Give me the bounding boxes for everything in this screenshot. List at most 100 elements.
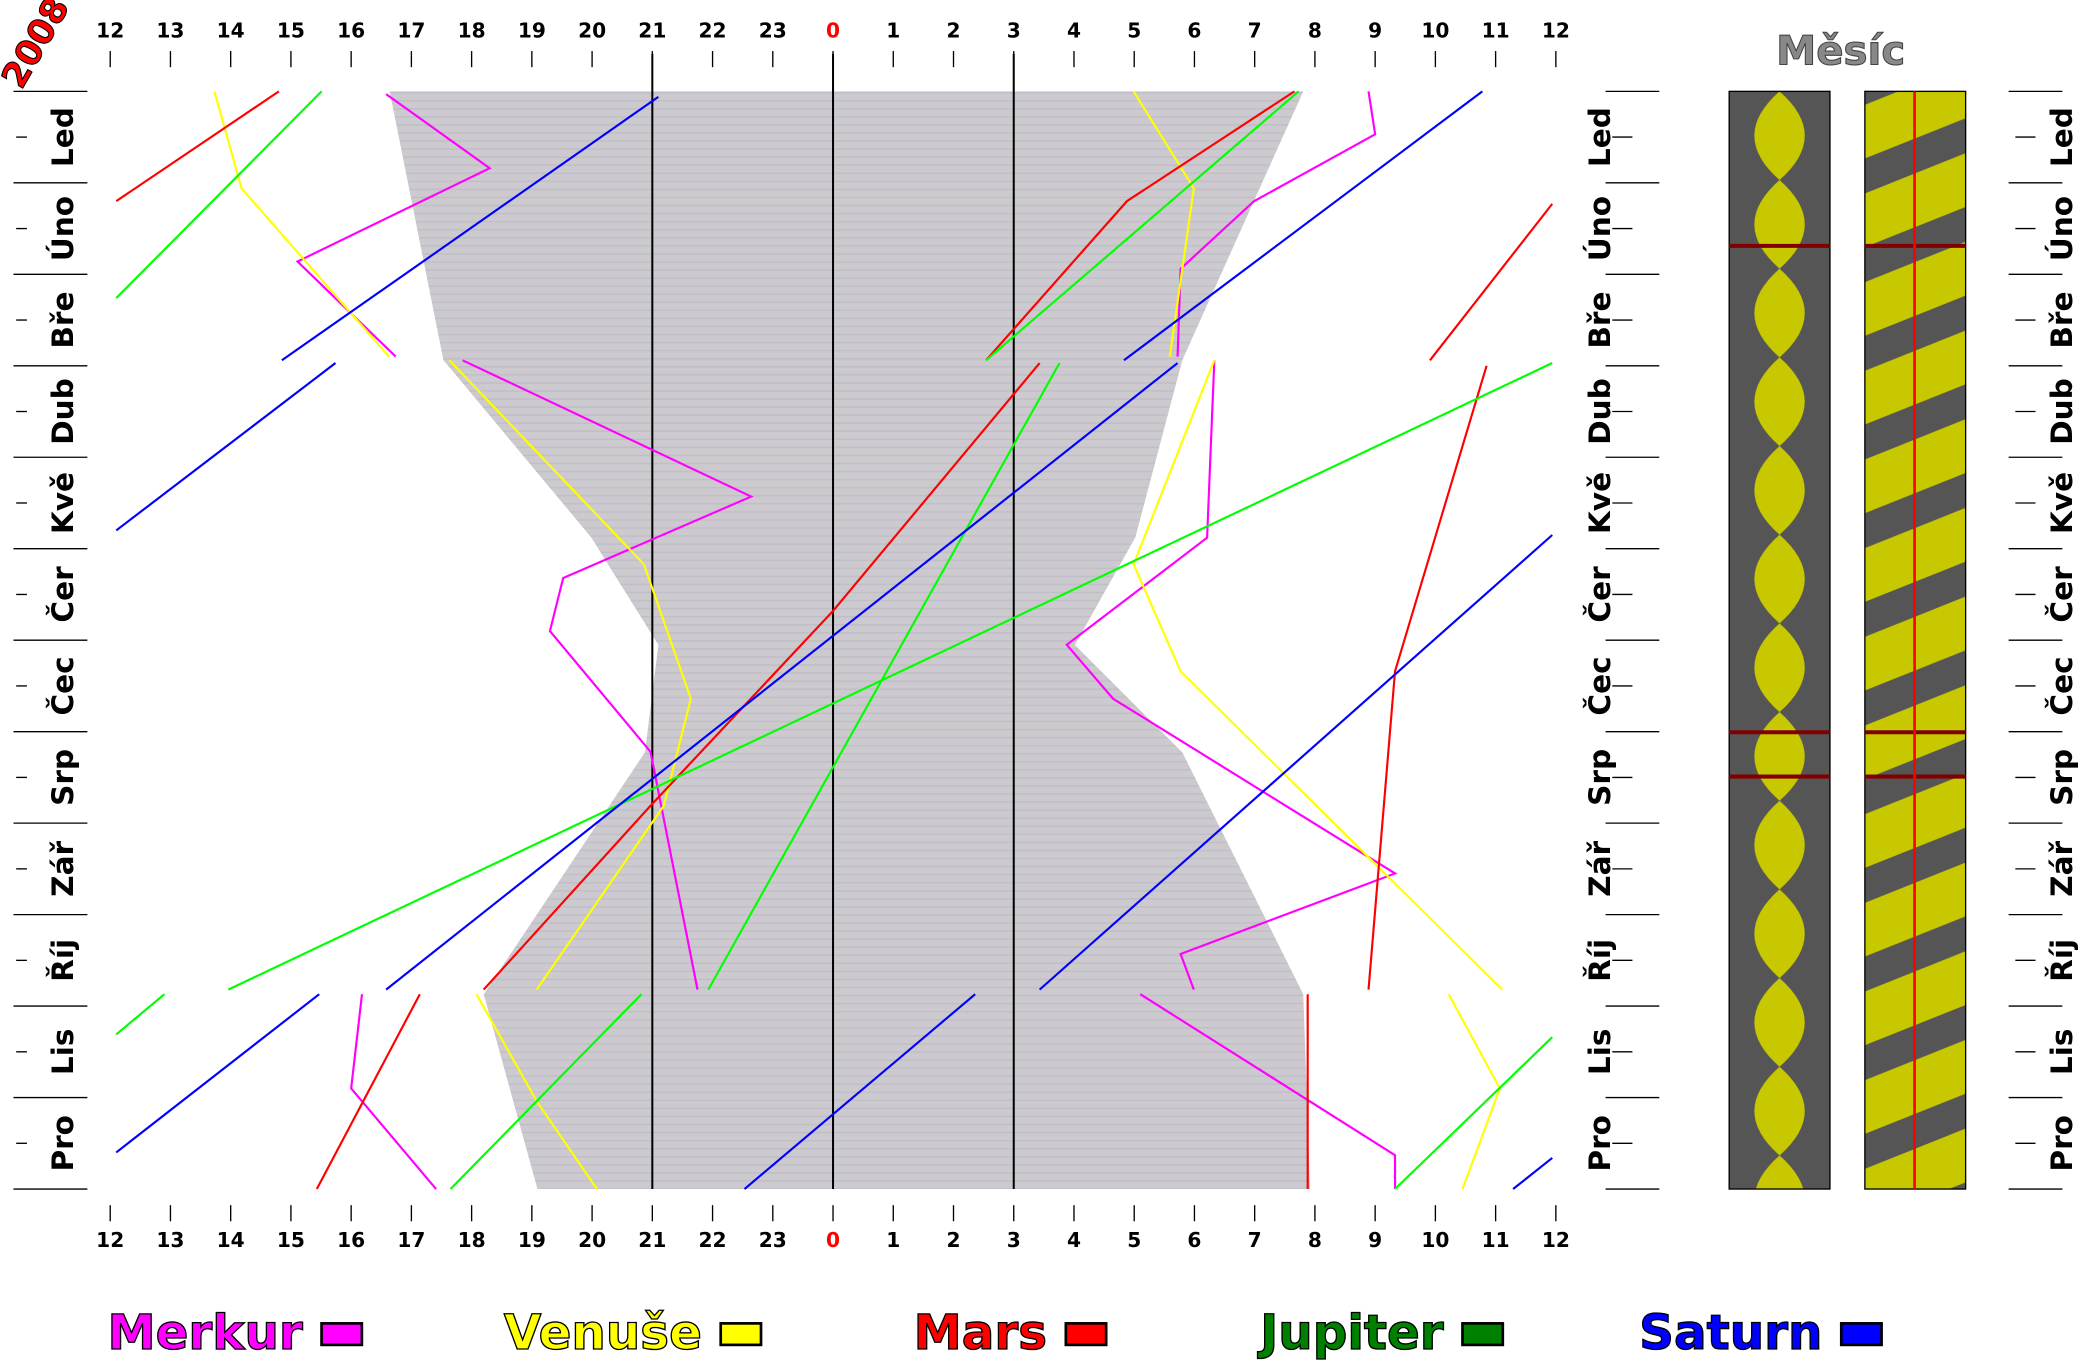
- x-tick-label: 7: [1248, 1228, 1262, 1252]
- month-label: Čer: [2043, 566, 2079, 623]
- month-label: Čer: [1581, 566, 1617, 623]
- planet-curve: [1512, 1157, 1553, 1190]
- x-tick-label: 21: [638, 19, 666, 43]
- x-tick-label: 3: [1007, 19, 1021, 43]
- x-tick-label: 16: [337, 1228, 365, 1252]
- x-tick-label: 18: [458, 19, 486, 43]
- x-tick-label: 23: [759, 19, 787, 43]
- x-tick-label: 17: [397, 19, 425, 43]
- x-tick-label: 4: [1067, 19, 1081, 43]
- x-tick-label: 12: [1542, 1228, 1570, 1252]
- planet-curve: [985, 90, 1296, 362]
- planet-curve: [115, 993, 166, 1036]
- legend-swatch: [719, 1322, 763, 1347]
- x-tick-label: 1: [886, 1228, 900, 1252]
- month-label: Lis: [46, 1029, 80, 1076]
- x-tick-label: 8: [1308, 19, 1322, 43]
- month-label: Srp: [1583, 749, 1617, 806]
- month-label: Čec: [2043, 656, 2079, 715]
- month-label: Dub: [2045, 378, 2079, 445]
- planet-curve: [448, 359, 693, 991]
- x-tick-label: 11: [1482, 19, 1510, 43]
- planet-curve: [115, 90, 280, 203]
- x-tick-label: 2: [946, 1228, 960, 1252]
- x-tick-label: 12: [96, 1228, 124, 1252]
- x-tick-label: 20: [578, 19, 606, 43]
- month-label: Dub: [1583, 378, 1617, 445]
- month-label: Kvě: [46, 472, 80, 534]
- x-tick-label: 2: [946, 19, 960, 43]
- legend-swatch: [1839, 1322, 1883, 1347]
- x-tick-label: 12: [1542, 19, 1570, 43]
- x-tick-label: 22: [699, 1228, 727, 1252]
- legend-label: Mars: [914, 1305, 1047, 1361]
- moon-title: Měsíc: [1776, 27, 1905, 74]
- planet-curve: [1447, 993, 1502, 1190]
- x-tick-label: 0: [826, 1228, 840, 1252]
- planet-curve: [1132, 90, 1195, 357]
- x-tick-label: 14: [217, 19, 245, 43]
- legend-swatch: [320, 1322, 364, 1347]
- x-tick-label: 0: [826, 19, 840, 43]
- legend-label: Merkur: [108, 1305, 303, 1361]
- x-tick-label: 5: [1127, 1228, 1141, 1252]
- x-tick-label: 4: [1067, 1228, 1081, 1252]
- planet-curve: [115, 362, 337, 532]
- x-tick-label: 15: [277, 1228, 305, 1252]
- legend-swatch: [1064, 1322, 1108, 1347]
- month-label: Zář: [1583, 840, 1617, 896]
- planet-curve: [115, 90, 323, 299]
- x-tick-label: 10: [1421, 1228, 1449, 1252]
- planet-curve: [985, 90, 1300, 362]
- x-tick-label: 19: [518, 1228, 546, 1252]
- planet-curve: [743, 993, 976, 1190]
- planet-curve: [350, 994, 437, 1190]
- month-label: Úno: [2043, 196, 2079, 261]
- legend-swatch: [1461, 1322, 1505, 1347]
- legend-label: Saturn: [1639, 1305, 1822, 1361]
- planet-curve: [315, 993, 421, 1190]
- planet-curve: [1038, 534, 1553, 991]
- x-tick-label: 16: [337, 19, 365, 43]
- x-tick-label: 13: [156, 19, 184, 43]
- month-label: Kvě: [1583, 472, 1617, 534]
- x-tick-label: 19: [518, 19, 546, 43]
- month-label: Bře: [2045, 291, 2079, 348]
- x-tick-label: 8: [1308, 1228, 1322, 1252]
- planet-curve: [462, 359, 754, 990]
- planet-curve: [1139, 993, 1397, 1190]
- x-tick-label: 22: [699, 19, 727, 43]
- legend-label: Venuše: [504, 1305, 702, 1361]
- planet-curve: [227, 362, 1553, 991]
- month-label: Led: [46, 107, 80, 167]
- legend-label: Jupiter: [1257, 1305, 1444, 1361]
- x-tick-label: 11: [1482, 1228, 1510, 1252]
- month-label: Zář: [46, 840, 80, 896]
- x-tick-label: 14: [217, 1228, 245, 1252]
- moon-phase-panel: [1728, 90, 1831, 1190]
- month-label: Pro: [2045, 1115, 2079, 1172]
- month-label: Bře: [46, 291, 80, 348]
- planet-curve: [1394, 1036, 1553, 1190]
- month-label: Pro: [46, 1115, 80, 1172]
- x-tick-label: 20: [578, 1228, 606, 1252]
- x-tick-label: 3: [1007, 1228, 1021, 1252]
- planet-curve: [449, 993, 643, 1190]
- planet-curve: [281, 95, 659, 362]
- month-label: Čec: [44, 656, 80, 715]
- month-label: Čec: [1581, 656, 1617, 715]
- visibility-shade: [389, 91, 1310, 1190]
- month-label: Kvě: [2045, 472, 2079, 534]
- month-label: Dub: [46, 378, 80, 445]
- x-tick-label: 6: [1187, 1228, 1201, 1252]
- x-tick-label: 9: [1368, 19, 1382, 43]
- month-label: Říj: [45, 939, 80, 982]
- planet-curve: [1132, 359, 1504, 991]
- x-tick-label: 15: [277, 19, 305, 43]
- planet-curve: [1065, 360, 1398, 990]
- month-label: Zář: [2045, 840, 2079, 896]
- month-label: Srp: [46, 749, 80, 806]
- planet-curve: [1367, 365, 1488, 990]
- planet-curve: [385, 362, 1179, 991]
